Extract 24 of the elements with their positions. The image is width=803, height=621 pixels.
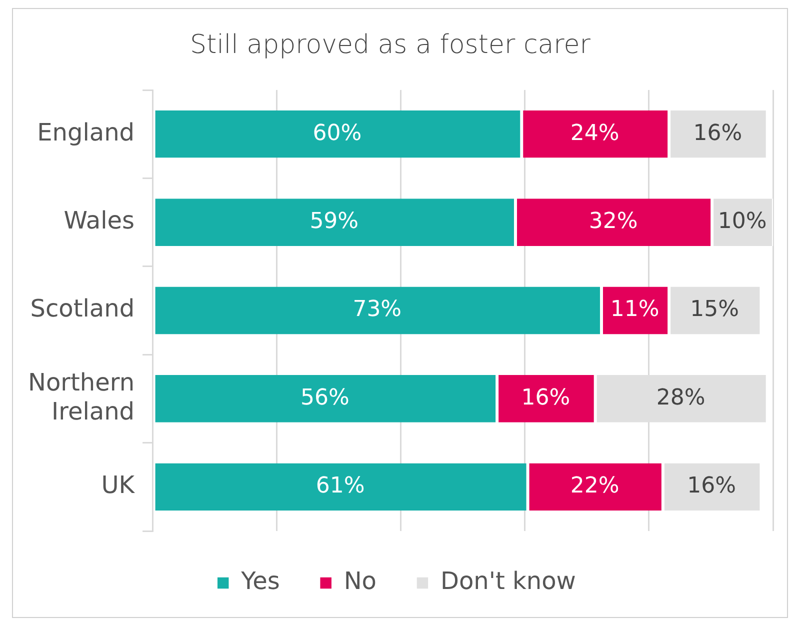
y-tick-label: Northern Ireland bbox=[28, 368, 135, 426]
data-label: 16% bbox=[521, 385, 570, 410]
legend-label: No bbox=[344, 567, 376, 596]
data-label: 73% bbox=[352, 297, 402, 322]
y-tick-label: Wales bbox=[64, 206, 135, 235]
data-label: 28% bbox=[656, 385, 706, 410]
data-label: 16% bbox=[687, 474, 736, 499]
y-tick-label: UK bbox=[101, 471, 136, 500]
data-label: 32% bbox=[588, 209, 638, 234]
chart-title: Still approved as a foster carer bbox=[190, 30, 590, 60]
data-label: 10% bbox=[718, 209, 767, 234]
data-label: 22% bbox=[570, 474, 620, 499]
y-tick-label: Scotland bbox=[30, 294, 135, 323]
data-label: 60% bbox=[312, 120, 362, 146]
legend-label: Yes bbox=[240, 567, 280, 596]
data-label: 15% bbox=[690, 297, 740, 322]
data-label: 59% bbox=[310, 209, 359, 234]
legend-label: Don't know bbox=[440, 567, 576, 596]
data-label: 24% bbox=[570, 120, 620, 146]
data-label: 11% bbox=[610, 297, 660, 322]
data-label: 61% bbox=[316, 474, 365, 499]
data-label: 56% bbox=[300, 385, 350, 410]
y-tick-label: England bbox=[37, 118, 135, 146]
data-label: 16% bbox=[693, 120, 742, 146]
